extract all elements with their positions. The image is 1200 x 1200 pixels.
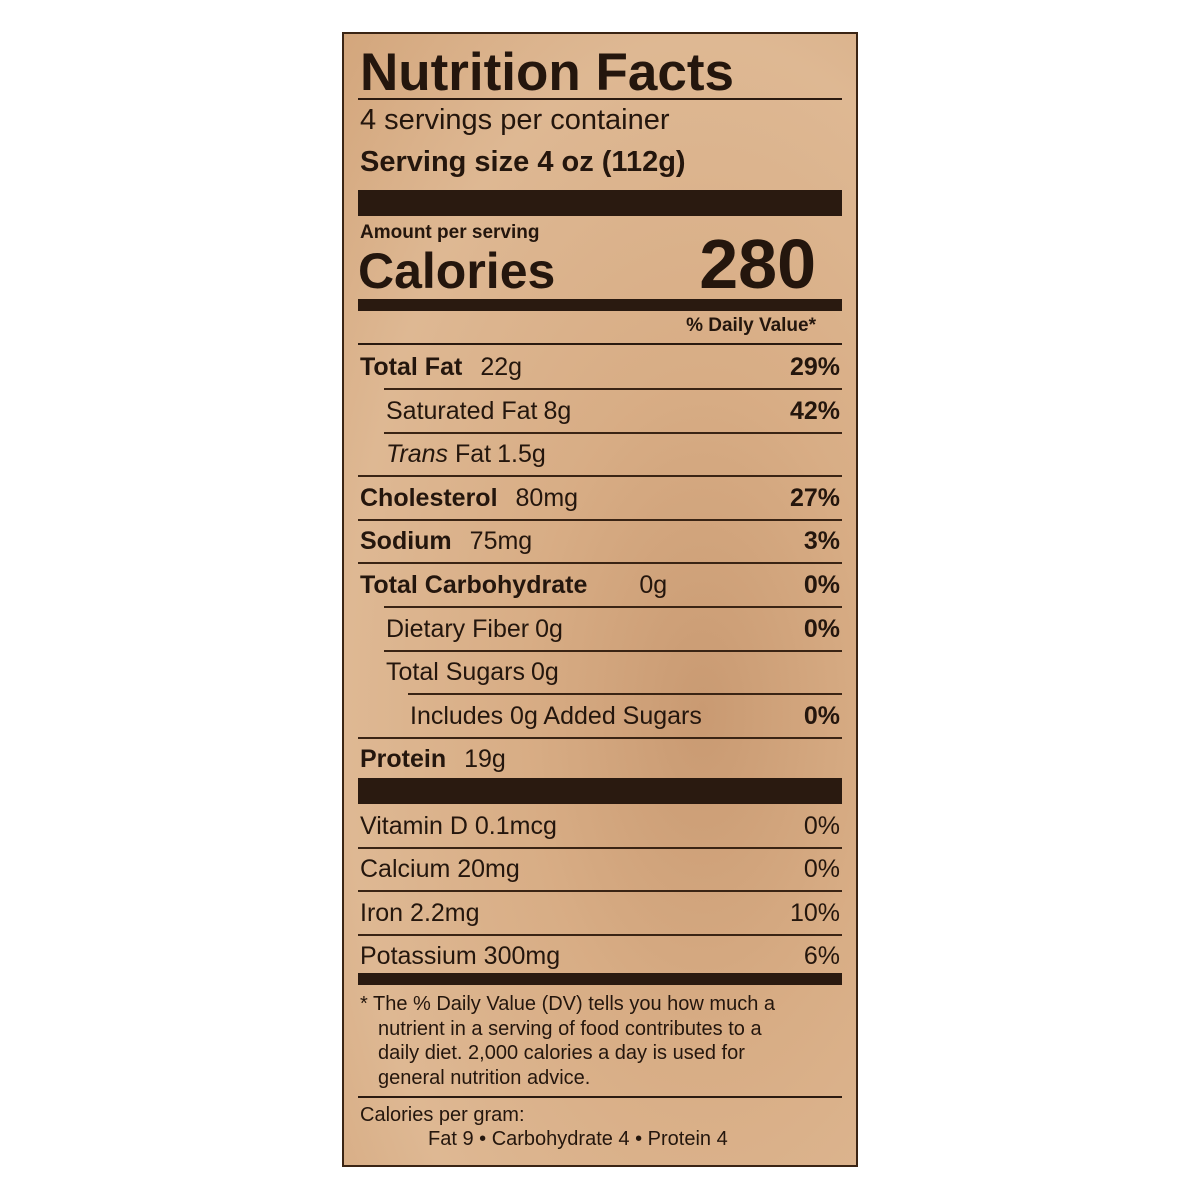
vitamin-row: Potassium 300mg 6% (360, 941, 840, 971)
nutrient-row: Includes 0g Added Sugars 0% (360, 701, 840, 731)
nutrient-daily-value: 29% (789, 353, 840, 381)
row-divider (358, 890, 842, 893)
calories-value: 280 (699, 225, 816, 303)
footnote-line: general nutrition advice. (378, 1066, 591, 1089)
footnote: * The % Daily Value (DV) tells you how m… (360, 992, 775, 1090)
vitamin-name: Calcium (360, 855, 451, 884)
nutrient-row: Protein 19g (360, 744, 840, 774)
vitamin-daily-value: 0% (803, 812, 840, 840)
daily-value-header: % Daily Value* (686, 315, 816, 336)
nutrient-row: Total Sugars 0g (360, 657, 840, 687)
row-divider (384, 431, 842, 434)
nutrient-name: Total Carbohydrate (360, 571, 588, 599)
nutrient-name: Sodium (360, 527, 452, 556)
medium-divider (358, 973, 842, 985)
nutrient-row: Saturated Fat 8g 42% (360, 396, 840, 426)
nutrient-row: Cholesterol 80mg 27% (360, 483, 840, 513)
vitamin-name: Potassium (360, 941, 477, 970)
row-divider (384, 606, 842, 608)
calories-per-gram-label: Calories per gram: (360, 1104, 525, 1126)
nutrient-name: Dietary Fiber (386, 614, 530, 643)
amount-per-serving: Amount per serving (360, 222, 540, 243)
divider (358, 343, 842, 345)
nutrient-amount: 1.5g (497, 440, 546, 469)
calories-per-gram: Fat 9 • Carbohydrate 4 • Protein 4 (428, 1128, 728, 1150)
nutrient-row: Total Fat 22g 29% (360, 352, 840, 382)
vitamin-row: Iron 2.2mg 10% (360, 898, 840, 928)
vitamin-amount: 20mg (457, 855, 520, 884)
medium-divider (358, 299, 842, 311)
row-divider (358, 518, 842, 521)
nutrient-daily-value: 0% (803, 701, 840, 730)
title: Nutrition Facts (360, 43, 734, 102)
nutrient-amount: 8g (543, 396, 572, 425)
row-divider (358, 933, 842, 936)
nutrient-name-suffix: Fat (448, 440, 492, 469)
row-divider (358, 562, 842, 565)
nutrient-name: Total Fat (360, 353, 463, 381)
row-divider (358, 475, 842, 478)
nutrient-name: Cholesterol (360, 483, 498, 512)
nutrient-row: Trans Fat 1.5g (360, 439, 840, 469)
nutrient-amount: 0g (535, 614, 563, 643)
nutrient-row: Dietary Fiber 0g 0% (360, 614, 840, 644)
vitamin-daily-value: 6% (803, 941, 840, 970)
row-divider (408, 693, 842, 696)
vitamin-row: Vitamin D 0.1mcg 0% (360, 811, 840, 841)
nutrient-daily-value: 0% (803, 614, 840, 643)
row-divider (358, 736, 842, 739)
nutrient-daily-value: 42% (789, 396, 840, 425)
nutrient-amount: 75mg (469, 527, 533, 556)
nutrient-amount: 0g (530, 658, 559, 687)
serving-size-label: Serving size (360, 146, 530, 178)
row-divider (358, 847, 842, 849)
calories-label: Calories (358, 243, 556, 299)
nutrient-name: Includes 0g Added Sugars (410, 701, 702, 730)
vitamin-amount: 2.2mg (410, 898, 480, 927)
nutrient-amount: 19g (464, 745, 506, 774)
nutrient-row: Sodium 75mg 3% (360, 526, 840, 556)
footnote-line: nutrient in a serving of food contribute… (378, 1017, 762, 1040)
serving-size-value: 4 oz (112g) (537, 146, 686, 178)
vitamin-daily-value: 0% (803, 855, 840, 884)
nutrient-daily-value: 3% (803, 527, 840, 556)
vitamin-name: Vitamin D (360, 812, 468, 840)
nutrient-row: Total Carbohydrate 0g 0% (360, 570, 840, 600)
thick-divider (358, 190, 842, 216)
divider (358, 1096, 842, 1098)
nutrient-daily-value: 27% (789, 483, 840, 512)
footnote-line: daily diet. 2,000 calories a day is used… (378, 1042, 745, 1064)
serving-size: Serving size 4 oz (112g) (360, 146, 686, 179)
nutrient-amount: 80mg (515, 483, 579, 512)
servings-per-container: 4 servings per container (360, 104, 670, 136)
vitamin-amount: 0.1mcg (474, 812, 557, 840)
vitamin-name: Iron (360, 898, 404, 927)
footnote-line: * The % Daily Value (DV) tells you how m… (360, 993, 775, 1015)
nutrient-daily-value: 0% (803, 571, 840, 599)
vitamin-row: Calcium 20mg 0% (360, 854, 840, 884)
vitamin-daily-value: 10% (789, 898, 840, 927)
nutrition-facts-panel: Nutrition Facts 4 servings per container… (342, 32, 858, 1167)
nutrient-name: Total Sugars (386, 658, 525, 687)
nutrient-amount: 22g (480, 353, 523, 381)
nutrient-name: Trans (386, 440, 449, 469)
row-divider (384, 649, 842, 652)
nutrient-amount: 0g (639, 571, 668, 599)
nutrient-name: Saturated Fat (386, 396, 538, 425)
vitamin-amount: 300mg (483, 941, 561, 970)
nutrient-name: Protein (360, 745, 447, 774)
row-divider (384, 388, 842, 390)
thick-divider (358, 778, 842, 804)
divider (358, 98, 842, 100)
